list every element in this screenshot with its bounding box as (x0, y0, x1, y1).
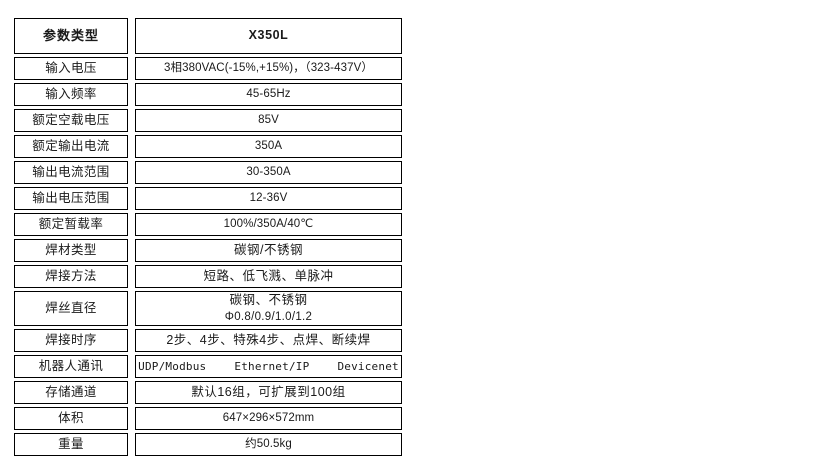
row-value: 350A (135, 135, 402, 158)
table-row: 额定暂载率 100%/350A/40℃ (14, 213, 402, 236)
row-label: 焊丝直径 (14, 291, 128, 326)
table-row: 焊丝直径 碳钢、不锈钢 Φ0.8/0.9/1.0/1.2 (14, 291, 402, 326)
column-header-model: X350L (135, 18, 402, 54)
row-label: 输出电压范围 (14, 187, 128, 210)
row-value: UDP/Modbus Ethernet/IP Devicenet (135, 355, 402, 378)
row-value-line: Φ0.8/0.9/1.0/1.2 (224, 311, 313, 324)
table-row: 额定输出电流 350A (14, 135, 402, 158)
row-value: 短路、低飞溅、单脉冲 (135, 265, 402, 288)
row-value: 3相380VAC(-15%,+15%)，（323-437V） (135, 57, 402, 80)
table-row: 焊接方法 短路、低飞溅、单脉冲 (14, 265, 402, 288)
row-value: 30-350A (135, 161, 402, 184)
row-label: 重量 (14, 433, 128, 456)
table-header-row: 参数类型 X350L (14, 18, 402, 54)
row-label: 焊接方法 (14, 265, 128, 288)
row-label: 输入电压 (14, 57, 128, 80)
row-value: 85V (135, 109, 402, 132)
table-row: 机器人通讯 UDP/Modbus Ethernet/IP Devicenet (14, 355, 402, 378)
row-value: 默认16组，可扩展到100组 (135, 381, 402, 404)
row-label: 存储通道 (14, 381, 128, 404)
specification-table: 参数类型 X350L 输入电压 3相380VAC(-15%,+15%)，（323-43… (14, 18, 402, 459)
table-row: 额定空载电压 85V (14, 109, 402, 132)
row-value: 碳钢、不锈钢 Φ0.8/0.9/1.0/1.2 (135, 291, 402, 326)
row-label: 机器人通讯 (14, 355, 128, 378)
row-value: 碳钢/不锈钢 (135, 239, 402, 262)
table-row: 体积 647×296×572mm (14, 407, 402, 430)
table-row: 焊材类型 碳钢/不锈钢 (14, 239, 402, 262)
row-label: 额定空载电压 (14, 109, 128, 132)
table-row: 输出电压范围 12-36V (14, 187, 402, 210)
row-label: 额定暂载率 (14, 213, 128, 236)
table-row: 输入电压 3相380VAC(-15%,+15%)，（323-437V） (14, 57, 402, 80)
row-value-line: 碳钢、不锈钢 (229, 292, 308, 307)
row-label: 输出电流范围 (14, 161, 128, 184)
table-row: 输出电流范围 30-350A (14, 161, 402, 184)
protocol-name: Devicenet (337, 359, 399, 373)
row-value: 45-65Hz (135, 83, 402, 106)
table-row: 焊接时序 2步、4步、特殊4步、点焊、断续焊 (14, 329, 402, 352)
row-value: 647×296×572mm (135, 407, 402, 430)
protocol-name: Ethernet/IP (234, 359, 310, 373)
protocol-name: UDP/Modbus (138, 359, 207, 373)
column-header-parameter-type: 参数类型 (14, 18, 128, 54)
row-label: 焊材类型 (14, 239, 128, 262)
table-row: 重量 约50.5kg (14, 433, 402, 456)
row-value: 12-36V (135, 187, 402, 210)
row-label: 额定输出电流 (14, 135, 128, 158)
row-value: 约50.5kg (135, 433, 402, 456)
row-label: 输入频率 (14, 83, 128, 106)
row-label: 体积 (14, 407, 128, 430)
row-label: 焊接时序 (14, 329, 128, 352)
table-row: 输入频率 45-65Hz (14, 83, 402, 106)
table-row: 存储通道 默认16组，可扩展到100组 (14, 381, 402, 404)
row-value: 2步、4步、特殊4步、点焊、断续焊 (135, 329, 402, 352)
row-value: 100%/350A/40℃ (135, 213, 402, 236)
